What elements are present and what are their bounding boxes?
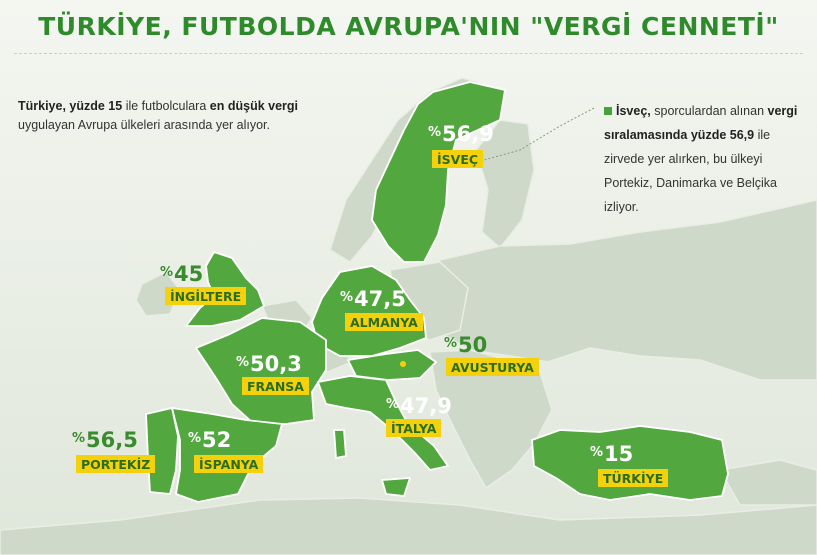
land-middle-east	[718, 459, 817, 506]
sweden-label: İSVEÇ	[432, 150, 484, 168]
italy-label: İTALYA	[386, 419, 442, 437]
intro-text: Türkiye, yüzde 15 ile futbolculara en dü…	[18, 97, 314, 135]
callout-line	[483, 107, 595, 161]
country-italy-shape	[317, 375, 449, 471]
germany-rate: %47,5	[340, 287, 406, 311]
sweden-note: İsveç, sporculardan alınan vergi sıralam…	[604, 99, 810, 219]
portugal-label: PORTEKİZ	[76, 455, 156, 473]
austria-label: AVUSTURYA	[446, 358, 539, 376]
france-rate: %50,3	[236, 352, 302, 376]
country-turkey-shape	[531, 425, 729, 501]
land-eastern-europe	[427, 199, 817, 381]
portugal-rate: %56,5	[72, 428, 138, 452]
page-title: TÜRKİYE, FUTBOLDA AVRUPA'NIN "VERGİ CENN…	[38, 12, 779, 41]
country-sicily-shape	[381, 477, 411, 497]
land-ireland	[135, 271, 181, 317]
germany-label: ALMANYA	[345, 313, 423, 331]
intro-text-4: uygulayan Avrupa ülkeleri arasında yer a…	[18, 118, 271, 132]
title-divider	[14, 53, 803, 54]
uk-label: İNGİLTERE	[165, 287, 247, 305]
country-sardinia-shape	[333, 429, 347, 459]
land-finland	[475, 119, 535, 250]
country-sweden-shape	[371, 81, 506, 263]
spain-label: İSPANYA	[194, 455, 264, 473]
country-germany-shape	[311, 265, 427, 357]
italy-rate: %47,9	[386, 394, 452, 418]
land-north-africa	[0, 497, 817, 555]
intro-text-2: ile futbolculara	[122, 99, 210, 113]
france-label: FRANSA	[242, 377, 309, 395]
country-portugal-shape	[145, 407, 179, 495]
note-bold-3: vergi sıralamasında yüzde 56,9	[604, 104, 798, 142]
turkey-rate: %15	[590, 442, 634, 466]
note-text-2: sporculardan alınan	[650, 104, 768, 118]
sweden-rate: %56,9	[428, 122, 494, 146]
spain-rate: %52	[188, 428, 232, 452]
note-bold-1: İsveç,	[616, 104, 651, 118]
intro-bold-3: en düşük vergi	[209, 99, 299, 113]
austria-rate: %50	[444, 333, 488, 357]
turkey-label: TÜRKİYE	[598, 469, 669, 487]
country-france-shape	[195, 317, 327, 425]
uk-rate: %45	[160, 262, 204, 286]
intro-bold-1: Türkiye, yüzde 15	[18, 99, 123, 113]
austria-marker-dot	[400, 361, 406, 367]
note-bullet-icon	[604, 107, 612, 115]
note-text-4: ile zirvede yer alırken, bu ülkeyi Porte…	[604, 128, 777, 214]
